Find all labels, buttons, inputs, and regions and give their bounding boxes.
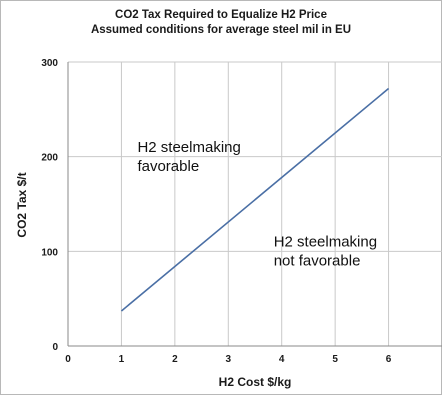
y-tick-label: 0 — [52, 342, 58, 353]
y-tick-label: 300 — [41, 58, 58, 69]
x-tick-label: 0 — [65, 354, 71, 365]
x-tick-label: 4 — [279, 354, 285, 365]
y-tick-label: 200 — [41, 153, 58, 164]
series-line — [120, 87, 390, 312]
grid — [68, 61, 442, 346]
chart-annotation: H2 steelmaking favorable — [137, 139, 240, 175]
annotations: H2 steelmaking favorable H2 steelmaking not… — [137, 139, 377, 270]
series-layer — [120, 87, 390, 312]
chart-annotation: H2 steelmaking not favorable — [274, 234, 377, 270]
x-tick-label: 3 — [226, 354, 232, 365]
annotation-line: H2 steelmaking — [274, 234, 377, 251]
x-tick-label: 1 — [119, 354, 125, 365]
chart-subtitle: Assumed conditions for average steel mil… — [91, 24, 351, 36]
x-tick-label: 2 — [172, 354, 178, 365]
x-tick-label: 6 — [386, 354, 392, 365]
annotation-line: not favorable — [274, 253, 361, 270]
annotation-line: favorable — [137, 158, 199, 175]
axes: 0 1 2 3 4 5 6 0 100 200 300 — [41, 58, 442, 365]
y-axis-label: CO2 Tax $/t — [15, 172, 29, 237]
y-tick-label: 100 — [41, 247, 58, 258]
annotation-line: H2 steelmaking — [137, 139, 240, 156]
chart-title: CO2 Tax Required to Equalize H2 Price — [115, 9, 327, 21]
x-axis-label: H2 Cost $/kg — [219, 375, 292, 389]
x-tick-label: 5 — [332, 354, 338, 365]
